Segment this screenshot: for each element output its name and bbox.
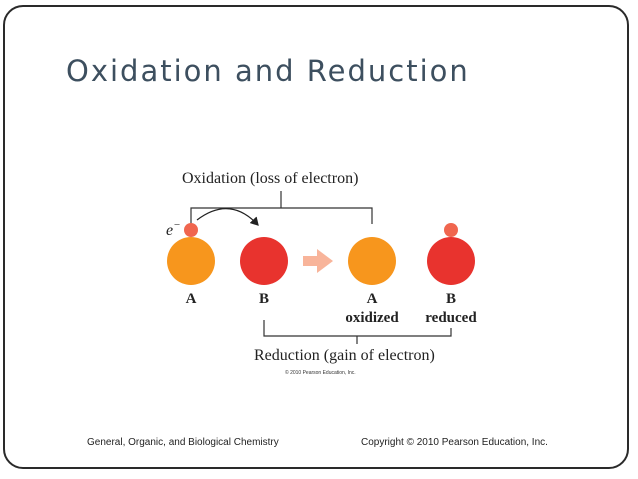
atom-label-b-before: B (259, 291, 269, 307)
oxidation-bracket (190, 207, 373, 224)
slide-title: Oxidation and Reduction (66, 54, 470, 88)
atom-a-after (348, 237, 396, 285)
atom-label-a-before: A (186, 291, 197, 307)
electron-label: e− (166, 219, 181, 239)
oxidized-label: oxidized (345, 310, 399, 326)
atom-label-b-after: B (446, 291, 456, 307)
oxidation-label: Oxidation (loss of electron) (182, 170, 358, 187)
atom-a-before (167, 237, 215, 285)
atom-b-after (427, 237, 475, 285)
diagram-copyright: © 2010 Pearson Education, Inc. (285, 369, 356, 376)
reduction-label: Reduction (gain of electron) (254, 347, 435, 364)
electron-1 (184, 223, 198, 237)
atom-b-before (240, 237, 288, 285)
footer-course-name: General, Organic, and Biological Chemist… (87, 437, 279, 448)
atom-label-a-after: A (367, 291, 378, 307)
electron-2 (444, 223, 458, 237)
electron-transfer-arrow (196, 208, 259, 226)
reduced-label: reduced (425, 310, 477, 326)
reaction-arrow (303, 249, 333, 273)
footer-copyright: Copyright © 2010 Pearson Education, Inc. (361, 437, 548, 448)
slide-frame (3, 5, 629, 469)
